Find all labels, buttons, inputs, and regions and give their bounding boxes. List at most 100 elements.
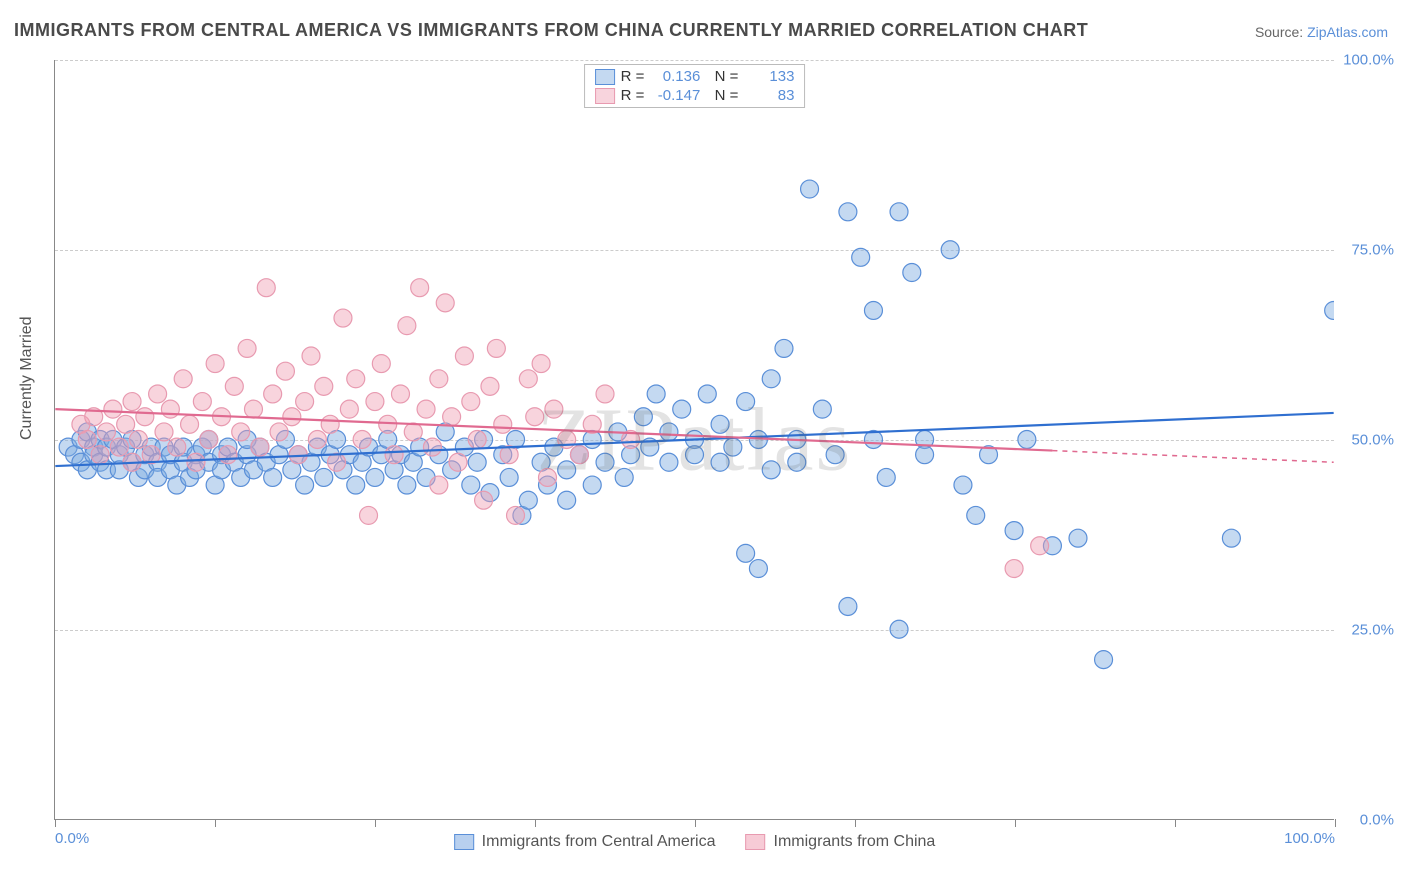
- data-point: [775, 339, 793, 357]
- data-point: [711, 415, 729, 433]
- data-point: [443, 408, 461, 426]
- data-point: [129, 431, 147, 449]
- data-point: [890, 620, 908, 638]
- data-point: [475, 491, 493, 509]
- data-point: [91, 446, 109, 464]
- y-tick-label: 75.0%: [1339, 242, 1394, 259]
- data-point: [916, 446, 934, 464]
- data-point: [117, 415, 135, 433]
- data-point: [558, 461, 576, 479]
- data-point: [136, 408, 154, 426]
- legend-item: Immigrants from Central America: [454, 833, 716, 851]
- data-point: [1325, 301, 1334, 319]
- data-point: [372, 355, 390, 373]
- data-point: [660, 423, 678, 441]
- data-point: [494, 415, 512, 433]
- legend-swatch-pink: [595, 88, 615, 104]
- legend-r-value: -0.147: [650, 87, 700, 104]
- data-point: [539, 468, 557, 486]
- data-point: [737, 393, 755, 411]
- data-point: [449, 453, 467, 471]
- data-point: [193, 393, 211, 411]
- legend-series: Immigrants from Central America Immigrant…: [454, 833, 936, 851]
- data-point: [328, 453, 346, 471]
- x-tick-label: 100.0%: [1284, 830, 1335, 847]
- data-point: [941, 241, 959, 259]
- data-point: [296, 393, 314, 411]
- x-tick: [1335, 819, 1336, 827]
- data-point: [890, 203, 908, 221]
- trend-line-dashed: [1052, 451, 1333, 463]
- data-point: [200, 431, 218, 449]
- data-point: [302, 347, 320, 365]
- data-point: [181, 415, 199, 433]
- legend-n-value: 133: [744, 68, 794, 85]
- chart-title: IMMIGRANTS FROM CENTRAL AMERICA VS IMMIG…: [14, 20, 1088, 41]
- legend-stats-row: R = 0.136 N = 133: [585, 67, 805, 86]
- data-point: [500, 468, 518, 486]
- data-point: [826, 446, 844, 464]
- x-tick: [215, 819, 216, 827]
- data-point: [264, 468, 282, 486]
- x-tick-label: 0.0%: [55, 830, 89, 847]
- source-link[interactable]: ZipAtlas.com: [1307, 24, 1388, 40]
- data-point: [187, 453, 205, 471]
- y-tick-label: 100.0%: [1339, 52, 1394, 69]
- data-point: [161, 400, 179, 418]
- data-point: [839, 203, 857, 221]
- data-point: [225, 377, 243, 395]
- y-tick-label: 25.0%: [1339, 622, 1394, 639]
- data-point: [251, 438, 269, 456]
- data-point: [97, 423, 115, 441]
- data-point: [1069, 529, 1087, 547]
- data-point: [462, 393, 480, 411]
- data-point: [308, 431, 326, 449]
- data-point: [711, 453, 729, 471]
- legend-swatch: [746, 834, 766, 850]
- data-point: [813, 400, 831, 418]
- data-point: [724, 438, 742, 456]
- data-point: [1005, 560, 1023, 578]
- data-point: [596, 453, 614, 471]
- data-point: [110, 438, 128, 456]
- data-point: [596, 385, 614, 403]
- data-point: [391, 385, 409, 403]
- data-point: [315, 468, 333, 486]
- data-point: [737, 544, 755, 562]
- source-prefix: Source:: [1255, 24, 1307, 40]
- legend-stats-row: R = -0.147 N = 83: [585, 86, 805, 105]
- data-point: [149, 385, 167, 403]
- legend-label: Immigrants from Central America: [482, 833, 716, 851]
- data-point: [647, 385, 665, 403]
- data-point: [360, 506, 378, 524]
- data-point: [749, 560, 767, 578]
- legend-r-label: R =: [621, 68, 645, 85]
- legend-r-value: 0.136: [650, 68, 700, 85]
- data-point: [430, 476, 448, 494]
- data-point: [455, 347, 473, 365]
- data-point: [430, 370, 448, 388]
- data-point: [347, 476, 365, 494]
- data-point: [801, 180, 819, 198]
- y-axis-label: Currently Married: [18, 316, 36, 440]
- data-point: [686, 446, 704, 464]
- data-point: [155, 423, 173, 441]
- data-point: [296, 476, 314, 494]
- legend-label: Immigrants from China: [774, 833, 936, 851]
- data-point: [174, 370, 192, 388]
- legend-r-label: R =: [621, 87, 645, 104]
- source-credit: Source: ZipAtlas.com: [1255, 24, 1388, 40]
- data-point: [238, 339, 256, 357]
- data-point: [398, 317, 416, 335]
- data-point: [462, 476, 480, 494]
- data-point: [545, 400, 563, 418]
- data-point: [276, 362, 294, 380]
- legend-item: Immigrants from China: [746, 833, 936, 851]
- data-point: [558, 491, 576, 509]
- x-tick: [695, 819, 696, 827]
- data-point: [366, 393, 384, 411]
- data-point: [315, 377, 333, 395]
- data-point: [634, 408, 652, 426]
- data-point: [417, 400, 435, 418]
- data-point: [168, 438, 186, 456]
